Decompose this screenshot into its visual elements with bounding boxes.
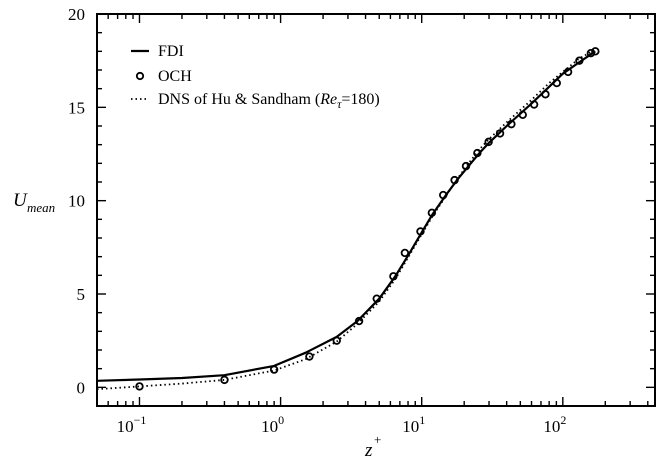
y-axis-title: U mean bbox=[13, 190, 55, 215]
och-marker bbox=[269, 365, 279, 374]
och-marker bbox=[473, 148, 482, 158]
dns-series-line bbox=[96, 48, 596, 391]
series-layer bbox=[96, 47, 600, 391]
och-marker bbox=[416, 227, 425, 236]
x-tick-label-exponent: 2 bbox=[560, 413, 566, 427]
legend-dns-label: DNS of Hu & Sandham (Reτ=180) bbox=[158, 91, 380, 111]
legend-dns-prefix: DNS of Hu & Sandham ( bbox=[158, 91, 320, 108]
och-marker bbox=[507, 119, 516, 129]
y-tick-label: 10 bbox=[68, 192, 85, 211]
x-tick-label-base: 10 bbox=[543, 417, 560, 436]
x-tick-label: 10−1 bbox=[117, 413, 147, 436]
plot-area bbox=[96, 13, 656, 407]
y-tick-label: 0 bbox=[77, 378, 86, 397]
y-axis-title-sub: mean bbox=[27, 200, 55, 215]
x-axis-title-main: z bbox=[364, 440, 373, 461]
och-marker bbox=[541, 90, 550, 99]
y-tick-label: 15 bbox=[68, 98, 85, 117]
y-axis-title-main: U bbox=[13, 190, 28, 211]
och-marker bbox=[461, 161, 471, 171]
legend-dns-re: Re bbox=[319, 91, 337, 108]
och-marker bbox=[400, 248, 410, 258]
x-tick-label-exponent: 1 bbox=[419, 413, 425, 427]
x-tick-label: 101 bbox=[402, 413, 425, 436]
legend-och-label: OCH bbox=[158, 68, 192, 85]
och-marker bbox=[389, 272, 398, 281]
och-marker bbox=[354, 316, 364, 326]
och-marker bbox=[529, 100, 539, 109]
och-marker bbox=[372, 294, 381, 303]
och-marker bbox=[575, 56, 584, 65]
legend-dns-tau: τ bbox=[337, 97, 342, 111]
x-tick-label: 100 bbox=[261, 413, 284, 436]
och-marker bbox=[332, 336, 341, 345]
x-axis-title: z + bbox=[364, 432, 381, 461]
och-marker bbox=[220, 375, 229, 385]
x-tick-label-exponent: 0 bbox=[278, 413, 284, 427]
och-marker bbox=[495, 129, 505, 138]
legend-fdi-label: FDI bbox=[158, 43, 184, 60]
plot-frame bbox=[96, 13, 656, 407]
legend-dns-suffix: =180) bbox=[341, 91, 379, 108]
x-tick-label-base: 10 bbox=[402, 417, 419, 436]
legend: FDI OCH DNS of Hu & Sandham (Reτ=180) bbox=[131, 43, 380, 111]
y-tick-label: 20 bbox=[68, 5, 85, 24]
y-tick-label: 5 bbox=[77, 285, 86, 304]
och-marker bbox=[586, 49, 596, 58]
x-tick-label: 102 bbox=[543, 413, 566, 436]
legend-och-marker bbox=[135, 71, 145, 81]
och-marker bbox=[135, 382, 144, 391]
x-axis-title-sup: + bbox=[374, 432, 381, 447]
x-tick-label-base: 10 bbox=[261, 417, 278, 436]
och-marker bbox=[591, 47, 600, 56]
och-marker bbox=[518, 110, 527, 119]
och-marker bbox=[552, 78, 561, 88]
och-marker bbox=[305, 352, 314, 361]
och-marker bbox=[484, 137, 493, 147]
x-tick-label-base: 10 bbox=[117, 417, 134, 436]
x-tick-label-exponent: −1 bbox=[134, 413, 147, 427]
